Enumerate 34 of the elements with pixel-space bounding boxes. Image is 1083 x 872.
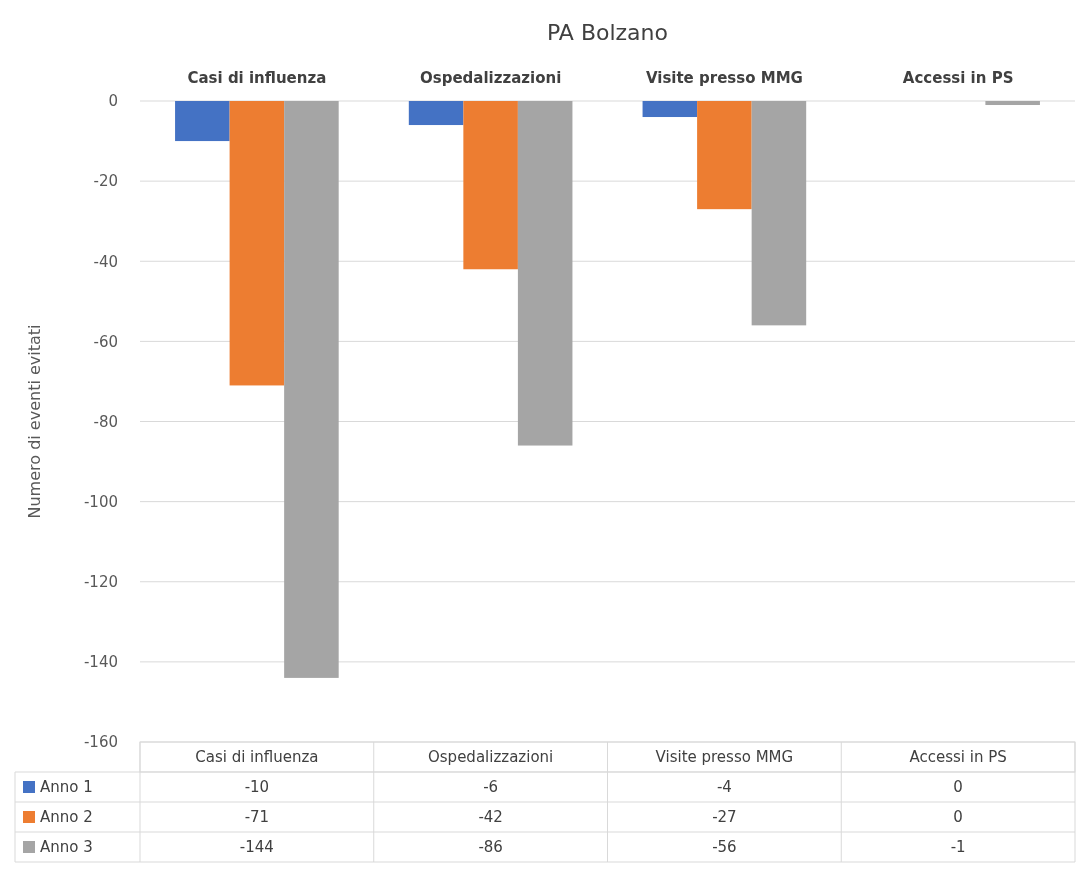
y-tick-label: -120 — [83, 573, 118, 592]
x-tick-label: Ospedalizzazioni — [427, 748, 554, 766]
category-label: Casi di influenza — [187, 69, 327, 87]
data-label: -42 — [478, 808, 503, 826]
legend-label: Anno 3 — [40, 838, 93, 856]
data-label: -6 — [483, 778, 499, 796]
data-label: 0 — [953, 778, 963, 796]
data-label: -10 — [244, 778, 270, 796]
data-label: -1 — [950, 838, 966, 856]
data-label: -56 — [712, 838, 737, 856]
legend-label: Anno 1 — [40, 778, 93, 796]
category-label: Visite presso MMG — [645, 69, 803, 87]
y-tick-label: -40 — [93, 252, 118, 271]
category-label: Accessi in PS — [902, 69, 1014, 87]
legend-label: Anno 2 — [40, 808, 93, 826]
x-tick-label: Casi di influenza — [195, 748, 319, 766]
data-label: -86 — [478, 838, 503, 856]
y-tick-label: 0 — [108, 92, 118, 111]
y-tick-label: -60 — [93, 332, 118, 351]
x-tick-label: Accessi in PS — [909, 748, 1007, 766]
data-label: -71 — [244, 808, 270, 826]
chart-title: PA Bolzano — [547, 20, 668, 45]
y-tick-label: -140 — [83, 653, 118, 672]
x-tick-label: Visite presso MMG — [655, 748, 794, 766]
data-label: -144 — [239, 838, 274, 856]
y-tick-label: -160 — [83, 733, 118, 752]
data-label: 0 — [953, 808, 963, 826]
data-label: -4 — [716, 778, 732, 796]
y-tick-label: -100 — [83, 492, 118, 511]
y-tick-label: -80 — [93, 412, 118, 431]
data-label: -27 — [712, 808, 737, 826]
category-label: Ospedalizzazioni — [419, 69, 562, 87]
y-tick-label: -20 — [93, 172, 118, 191]
y-axis-title: Numero di eventi evitati — [25, 324, 44, 519]
